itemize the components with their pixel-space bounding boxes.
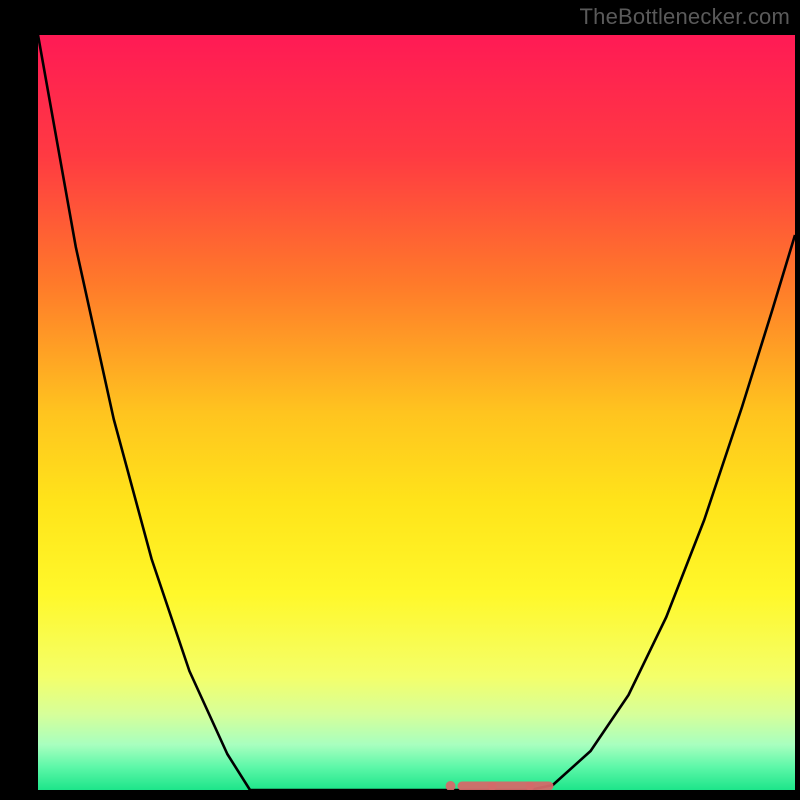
bottleneck-curve-chart [0, 0, 800, 800]
chart-frame: TheBottlenecker.com [0, 0, 800, 800]
optimal-start-dot [446, 781, 456, 791]
watermark-text: TheBottlenecker.com [580, 4, 790, 30]
optimal-range-marker [446, 781, 549, 791]
chart-background-gradient [38, 35, 795, 790]
